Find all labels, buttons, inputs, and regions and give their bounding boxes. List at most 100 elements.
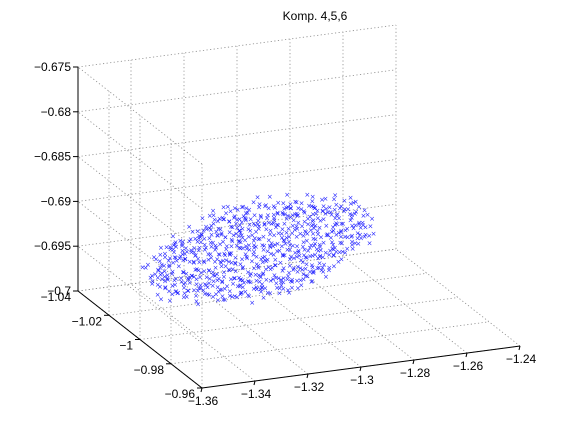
data-point: × — [329, 228, 335, 236]
data-point: × — [295, 211, 301, 219]
data-point: × — [339, 239, 345, 247]
data-point: × — [262, 203, 268, 211]
data-point: × — [220, 214, 226, 222]
data-point: × — [228, 223, 234, 231]
data-point: × — [332, 244, 338, 252]
data-point: × — [269, 220, 275, 228]
data-point: × — [195, 228, 201, 236]
data-point: × — [337, 204, 343, 212]
data-point: × — [329, 245, 335, 253]
data-point: × — [253, 284, 259, 292]
data-point: × — [222, 296, 228, 304]
data-point: × — [288, 277, 294, 285]
data-point: × — [166, 288, 172, 296]
data-point: × — [334, 220, 340, 228]
data-point: × — [355, 235, 361, 243]
data-point: × — [242, 288, 248, 296]
data-point: × — [192, 266, 198, 274]
data-point: × — [267, 244, 273, 252]
data-point: × — [162, 253, 168, 261]
data-point: × — [365, 211, 371, 219]
data-point: × — [170, 233, 176, 241]
data-point: × — [280, 285, 286, 293]
data-point: × — [173, 254, 179, 262]
data-point: × — [333, 248, 339, 256]
data-point: × — [229, 223, 235, 231]
data-point: × — [262, 253, 268, 261]
data-point: × — [291, 255, 297, 263]
data-point: × — [356, 203, 362, 211]
data-point: × — [251, 220, 257, 228]
data-point: × — [333, 201, 339, 209]
data-point: × — [329, 238, 335, 246]
data-point: × — [259, 280, 265, 288]
data-point: × — [295, 268, 301, 276]
floor-grid-line — [236, 269, 362, 368]
data-point: × — [280, 211, 286, 219]
data-point: × — [282, 251, 288, 259]
data-point: × — [254, 286, 260, 294]
data-point: × — [226, 258, 232, 266]
data-point: × — [159, 261, 165, 269]
data-point: × — [320, 268, 326, 276]
data-point: × — [232, 254, 238, 262]
data-point: × — [258, 288, 264, 296]
data-point: × — [286, 233, 292, 241]
data-point: × — [321, 203, 327, 211]
z-tick-label: −0.685 — [34, 150, 71, 164]
data-point: × — [349, 211, 355, 219]
data-point: × — [280, 252, 286, 260]
data-point: × — [238, 289, 244, 297]
data-point: × — [267, 230, 273, 238]
data-point: × — [208, 243, 214, 251]
data-point: × — [193, 292, 199, 300]
data-point: × — [201, 258, 207, 266]
data-point: × — [215, 225, 221, 233]
data-point: × — [330, 227, 336, 235]
data-point: × — [212, 216, 218, 224]
data-point: × — [155, 291, 161, 299]
data-point: × — [271, 211, 277, 219]
data-point: × — [254, 261, 260, 269]
data-point: × — [221, 216, 227, 224]
data-point: × — [309, 278, 315, 286]
data-point: × — [273, 274, 279, 282]
data-point: × — [168, 246, 174, 254]
data-point: × — [196, 258, 202, 266]
data-point: × — [173, 238, 179, 246]
data-point: × — [317, 259, 323, 267]
data-point: × — [285, 272, 291, 280]
data-point: × — [311, 269, 317, 277]
data-point: × — [246, 278, 252, 286]
data-point: × — [158, 244, 164, 252]
data-point: × — [303, 265, 309, 273]
data-point: × — [349, 232, 355, 240]
data-point: × — [175, 289, 181, 297]
data-point: × — [262, 220, 268, 228]
data-point: × — [226, 218, 232, 226]
data-point: × — [166, 257, 172, 265]
data-point: × — [214, 231, 220, 239]
data-point: × — [299, 266, 305, 274]
data-point: × — [246, 206, 252, 214]
data-point: × — [214, 255, 220, 263]
x-tick-label: −1.34 — [241, 387, 272, 401]
data-point: × — [207, 275, 213, 283]
axis-layer — [73, 66, 521, 393]
data-point: × — [240, 203, 246, 211]
data-point: × — [179, 247, 185, 255]
data-point: × — [349, 222, 355, 230]
data-point: × — [162, 277, 168, 285]
data-point: × — [245, 225, 251, 233]
data-point: × — [193, 297, 199, 305]
data-point: × — [352, 240, 358, 248]
data-point: × — [152, 271, 158, 279]
data-point: × — [196, 235, 202, 243]
data-point: × — [352, 210, 358, 218]
data-point: × — [265, 256, 271, 264]
data-point: × — [268, 227, 274, 235]
data-point: × — [257, 286, 263, 294]
data-point: × — [206, 234, 212, 242]
data-point: × — [229, 238, 235, 246]
data-point: × — [292, 249, 298, 257]
